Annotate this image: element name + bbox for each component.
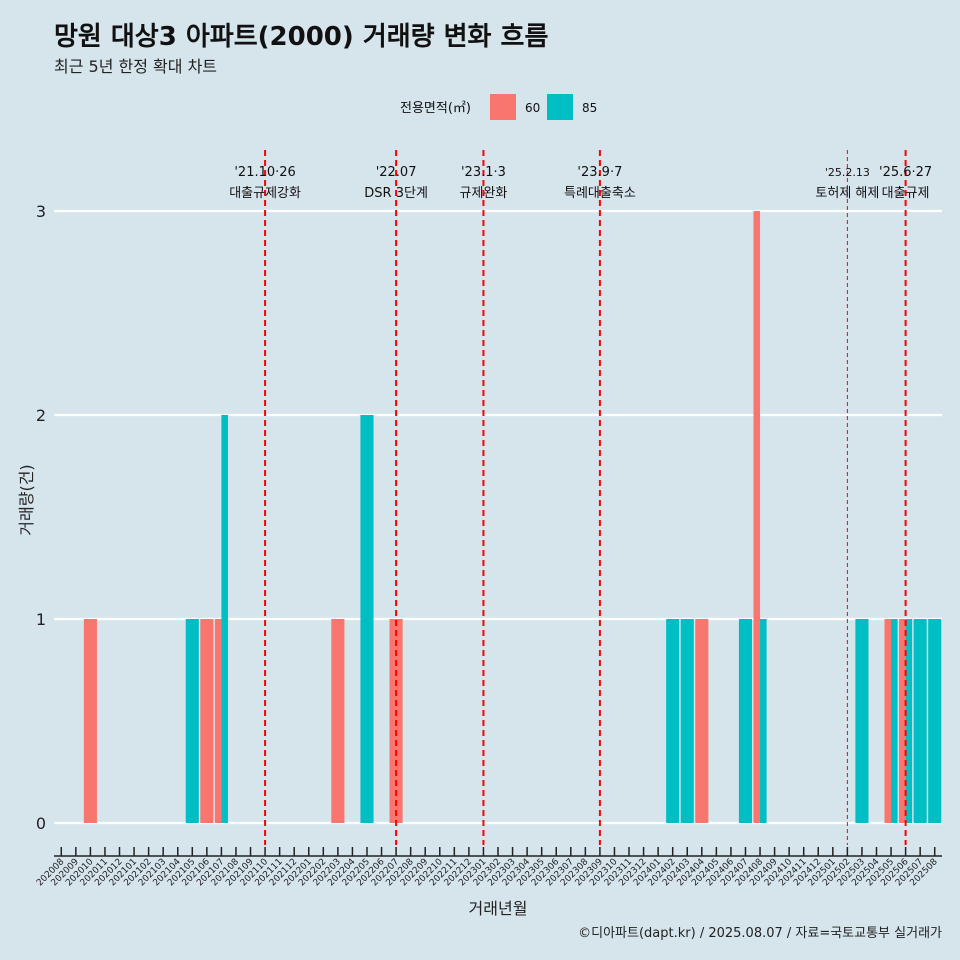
event-date: '22.07 (376, 165, 417, 180)
legend: 전용면적(㎡) 60 85 (400, 94, 597, 120)
y-tick-label: 3 (36, 202, 46, 221)
y-tick-label: 2 (36, 406, 46, 425)
bar-60-202506 (899, 619, 906, 823)
event-label: 대출규제 (882, 186, 930, 201)
legend-title: 전용면적(㎡) (400, 101, 471, 116)
bar-60-202408 (753, 211, 761, 823)
chart-title: 망원 대상3 아파트(2000) 거래량 변화 흐름 (54, 22, 549, 52)
bar-85-202408 (760, 619, 767, 823)
legend-label-85: 85 (582, 101, 597, 115)
y-tick-label: 1 (36, 610, 46, 629)
bar-85-202407 (738, 619, 753, 823)
bar-85-202505 (891, 619, 898, 823)
bar-60-202106 (200, 619, 214, 823)
bar-60-202505 (884, 619, 892, 823)
event-label: 특례대출축소 (564, 186, 636, 201)
event-annotations: '21.10·26 대출규제강화 '22.07 DSR 3단계 '23.1·3 규제완화 '… (229, 150, 932, 845)
bar-85-202506 (905, 619, 913, 823)
y-tick-label: 0 (36, 814, 46, 833)
event-label: 토허제 해제 (815, 186, 879, 201)
event-date: '25.2.13 (825, 166, 870, 179)
event-date: '21.10·26 (234, 165, 295, 180)
event-date: '23.9·7 (577, 165, 622, 180)
event-date: '25.6·27 (879, 165, 932, 180)
bar-85-202403 (680, 619, 694, 823)
bar-85-202205 (360, 415, 374, 823)
x-axis-title: 거래년월 (469, 899, 528, 918)
legend-swatch-60 (490, 94, 516, 120)
event-label: DSR 3단계 (364, 186, 428, 201)
bar-85-202507 (913, 619, 927, 823)
bars (83, 211, 942, 823)
bar-85-202402 (666, 619, 680, 823)
bar-85-202503 (855, 619, 869, 823)
source-caption: ©디아파트(dapt.kr) / 2025.08.07 / 자료=국토교통부 실… (578, 926, 942, 941)
bar-60-202404 (695, 619, 709, 823)
event-label: 규제완화 (460, 186, 508, 201)
y-axis-title: 거래량(건) (17, 464, 36, 535)
bar-60-202010 (83, 619, 97, 823)
chart-subtitle: 최근 5년 한정 확대 차트 (54, 57, 218, 76)
event-date: '23.1·3 (461, 165, 506, 180)
legend-swatch-85 (547, 94, 573, 120)
bar-85-202107 (221, 415, 228, 823)
event-label: 대출규제강화 (229, 186, 301, 201)
legend-label-60: 60 (525, 101, 540, 115)
bar-60-202203 (331, 619, 345, 823)
bar-85-202105 (185, 619, 199, 823)
bar-60-202107 (214, 619, 222, 823)
axes: 0123202008202009202010202011202012202101… (17, 202, 942, 918)
bar-85-202508 (928, 619, 942, 823)
